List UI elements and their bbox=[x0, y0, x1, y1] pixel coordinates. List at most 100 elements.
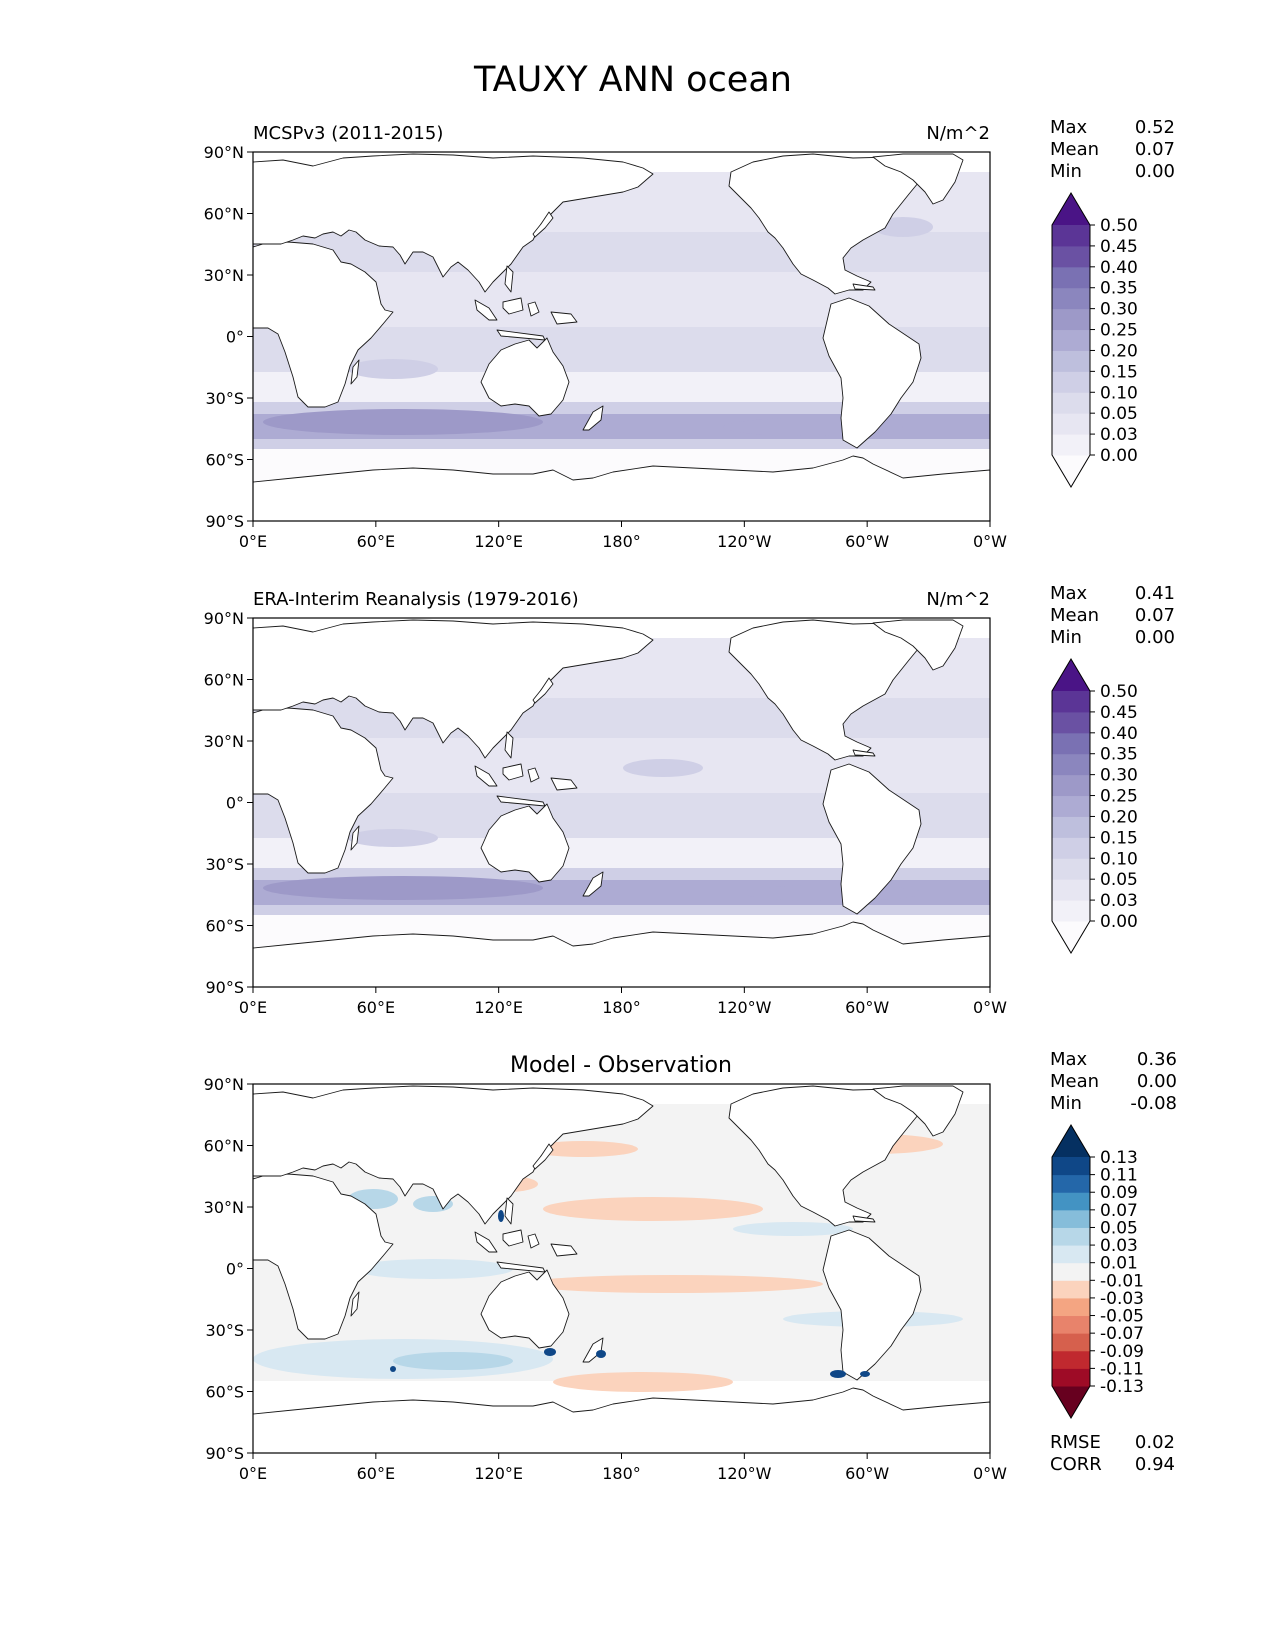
y-tick-label: 30°S bbox=[205, 1321, 244, 1340]
y-tick-label: 90°N bbox=[204, 1075, 244, 1094]
stat-label: Min bbox=[1050, 627, 1082, 648]
colorbar-3: -0.13-0.11-0.09-0.07-0.05-0.03-0.010.010… bbox=[1051, 1124, 1144, 1419]
stat-value: 0.07 bbox=[1135, 139, 1175, 160]
colorbar-tick-label: 0.13 bbox=[1100, 1148, 1138, 1168]
corr-value: 0.94 bbox=[1135, 1454, 1175, 1475]
y-tick-label: 60°N bbox=[204, 205, 244, 224]
figure-title: TAUXY ANN ocean bbox=[473, 60, 792, 100]
x-tick-label: 60°W bbox=[845, 532, 889, 551]
colorbar-band bbox=[1052, 1333, 1090, 1352]
stat-label: Mean bbox=[1050, 139, 1099, 160]
x-tick-label: 60°E bbox=[357, 1464, 395, 1483]
panel-2: ERA-Interim Reanalysis (1979-2016) N/m^2 bbox=[204, 589, 1008, 1017]
colorbar-tick-label: 0.00 bbox=[1100, 446, 1138, 466]
panel-3-x-axis: 0°E 60°E 120°E 180° 120°W 60°W 0°W bbox=[239, 1453, 1007, 1483]
stats-3: Max 0.36 Mean 0.00 Min -0.08 bbox=[1050, 1049, 1177, 1114]
x-tick-label: 0°E bbox=[239, 532, 267, 551]
colorbar-tick-label: 0.35 bbox=[1100, 745, 1138, 765]
stats-2: Max 0.41 Mean 0.07 Min 0.00 bbox=[1050, 583, 1175, 648]
colorbar-tick-label: -0.09 bbox=[1100, 1342, 1144, 1362]
colorbar-tick-label: 0.11 bbox=[1100, 1166, 1138, 1186]
colorbar-extend-max bbox=[1052, 193, 1090, 225]
x-tick-label: 120°E bbox=[474, 532, 523, 551]
colorbar-tick-label: 0.00 bbox=[1100, 912, 1138, 932]
stat-value: 0.41 bbox=[1135, 583, 1175, 604]
colorbar-band bbox=[1052, 816, 1090, 838]
colorbar-band bbox=[1052, 350, 1090, 372]
stat-value: 0.00 bbox=[1135, 161, 1175, 182]
colorbar-band bbox=[1052, 1262, 1090, 1281]
colorbar-band bbox=[1052, 1368, 1090, 1387]
colorbar-1: 0.000.030.050.100.150.200.250.300.350.40… bbox=[1051, 192, 1138, 488]
colorbar-tick-label: -0.11 bbox=[1100, 1359, 1144, 1379]
panel-1: MCSPv3 (2011-2015) N/m^2 90 bbox=[204, 123, 1008, 551]
colorbar-band bbox=[1052, 732, 1090, 755]
panel-2-map bbox=[253, 618, 990, 987]
panel-3-y-axis: 90°N 60°N 30°N 0° 30°S 60°S 90°S bbox=[204, 1075, 253, 1463]
x-tick-label: 0°W bbox=[973, 1464, 1007, 1483]
colorbar-extend-max bbox=[1052, 1125, 1090, 1157]
panel-2-y-axis: 90°N 60°N 30°N 0° 30°S 60°S 90°S bbox=[204, 609, 253, 997]
colorbar-band bbox=[1052, 1209, 1090, 1228]
panel-3-coastal-extremes bbox=[390, 1210, 870, 1378]
y-tick-label: 60°N bbox=[204, 1137, 244, 1156]
stat-value: -0.08 bbox=[1130, 1093, 1177, 1114]
colorbar-tick-label: -0.03 bbox=[1100, 1289, 1144, 1309]
colorbar-extend-min bbox=[1052, 455, 1090, 487]
y-tick-label: 90°N bbox=[204, 143, 244, 162]
colorbar-band bbox=[1052, 837, 1090, 859]
y-tick-label: 0° bbox=[226, 328, 244, 347]
panel-1-left-title: MCSPv3 (2011-2015) bbox=[253, 123, 443, 144]
y-tick-label: 90°S bbox=[205, 978, 244, 997]
rmse-value: 0.02 bbox=[1135, 1432, 1175, 1453]
rmse-label: RMSE bbox=[1050, 1432, 1101, 1453]
y-tick-label: 60°S bbox=[205, 451, 244, 470]
stats-1: Max 0.52 Mean 0.07 Min 0.00 bbox=[1050, 117, 1175, 182]
colorbar-extend-min bbox=[1052, 1386, 1090, 1418]
stat-value: 0.07 bbox=[1135, 605, 1175, 626]
colorbar-tick-label: 0.05 bbox=[1100, 1218, 1138, 1238]
stat-label: Max bbox=[1050, 583, 1088, 604]
stat-value: 0.00 bbox=[1135, 627, 1175, 648]
panel-2-left-title: ERA-Interim Reanalysis (1979-2016) bbox=[253, 589, 579, 610]
colorbar-band bbox=[1052, 308, 1090, 331]
colorbar-tick-label: 0.03 bbox=[1100, 891, 1138, 911]
stat-label: Mean bbox=[1050, 605, 1099, 626]
colorbar-tick-label: 0.05 bbox=[1100, 404, 1138, 424]
colorbar-tick-label: 0.50 bbox=[1100, 682, 1138, 702]
stat-label: Max bbox=[1050, 1049, 1088, 1070]
x-tick-label: 180° bbox=[602, 532, 641, 551]
y-tick-label: 60°S bbox=[205, 1383, 244, 1402]
side-3: Max 0.36 Mean 0.00 Min -0.08 -0.13-0.11-… bbox=[1050, 1049, 1177, 1475]
y-tick-label: 0° bbox=[226, 794, 244, 813]
colorbar-tick-label: 0.15 bbox=[1100, 828, 1138, 848]
colorbar-tick-label: 0.10 bbox=[1100, 849, 1138, 869]
panel-3: Model - Observation bbox=[204, 1053, 1008, 1483]
panel-1-right-title: N/m^2 bbox=[926, 123, 990, 144]
colorbar-tick-label: -0.05 bbox=[1100, 1307, 1144, 1327]
colorbar-tick-label: -0.01 bbox=[1100, 1271, 1144, 1291]
x-tick-label: 60°W bbox=[845, 998, 889, 1017]
colorbar-band bbox=[1052, 245, 1090, 268]
colorbar-band bbox=[1052, 774, 1090, 797]
colorbar-tick-label: 0.35 bbox=[1100, 279, 1138, 299]
panel-1-x-axis: 0°E 60°E 120°E 180° 120°W 60°W 0°W bbox=[239, 521, 1007, 551]
x-tick-label: 60°E bbox=[357, 532, 395, 551]
colorbar-band bbox=[1052, 1280, 1090, 1299]
colorbar-tick-label: 0.03 bbox=[1100, 425, 1138, 445]
x-tick-label: 60°E bbox=[357, 998, 395, 1017]
panel-2-x-axis: 0°E 60°E 120°E 180° 120°W 60°W 0°W bbox=[239, 987, 1007, 1017]
colorbar-band bbox=[1052, 266, 1090, 289]
x-tick-label: 180° bbox=[602, 998, 641, 1017]
x-tick-label: 180° bbox=[602, 1464, 641, 1483]
colorbar-tick-label: 0.07 bbox=[1100, 1201, 1138, 1221]
colorbar-extend-max bbox=[1052, 659, 1090, 691]
colorbar-tick-label: 0.10 bbox=[1100, 383, 1138, 403]
colorbar-tick-label: 0.01 bbox=[1100, 1254, 1138, 1274]
y-tick-label: 90°S bbox=[205, 1444, 244, 1463]
colorbar-band bbox=[1052, 1157, 1090, 1176]
colorbar-tick-label: 0.20 bbox=[1100, 807, 1138, 827]
panel-2-right-title: N/m^2 bbox=[926, 589, 990, 610]
colorbar-band bbox=[1052, 329, 1090, 351]
